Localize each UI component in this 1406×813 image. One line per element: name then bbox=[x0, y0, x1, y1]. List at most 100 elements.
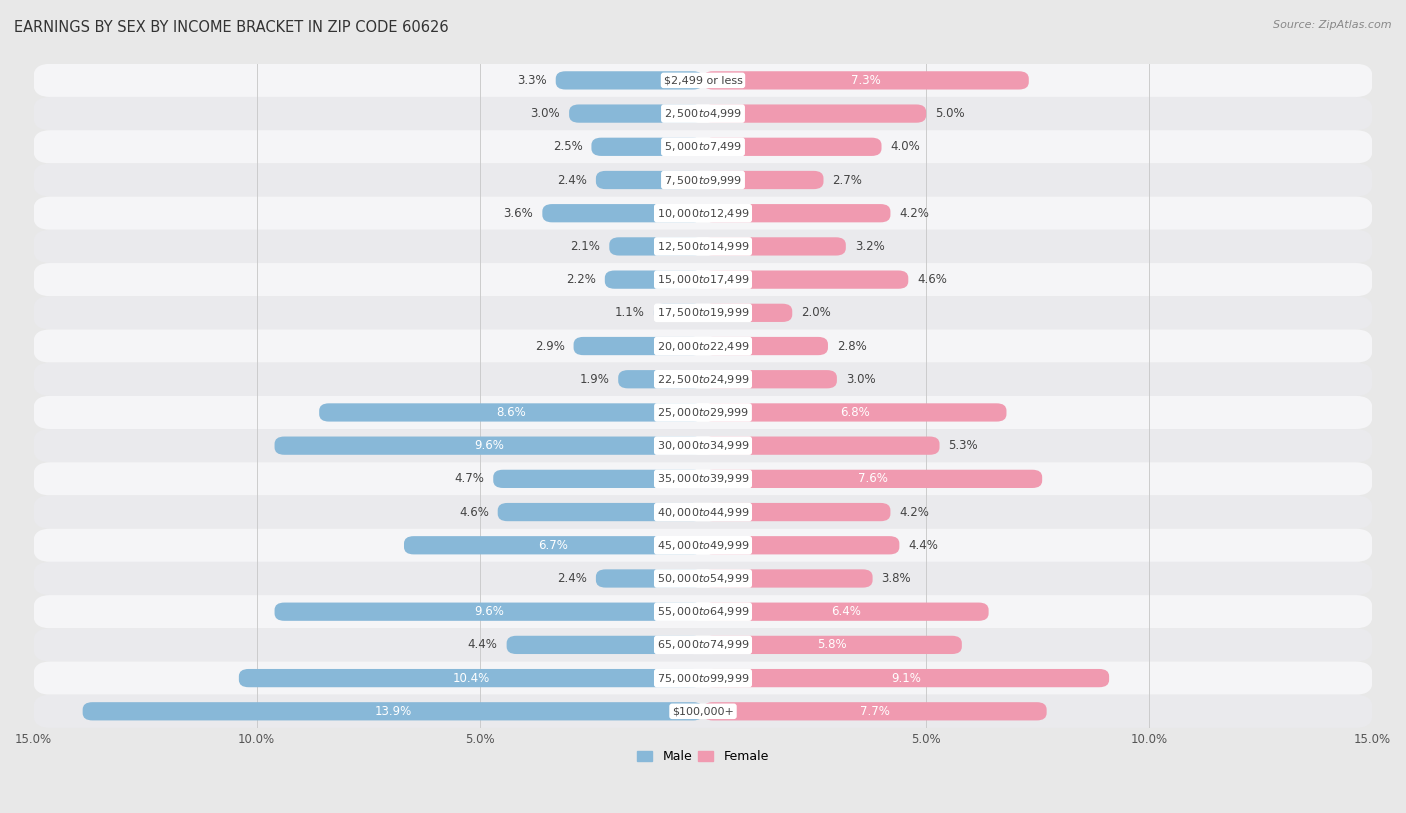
Text: $30,000 to $34,999: $30,000 to $34,999 bbox=[657, 439, 749, 452]
Text: 3.3%: 3.3% bbox=[517, 74, 547, 87]
FancyBboxPatch shape bbox=[543, 204, 703, 222]
FancyBboxPatch shape bbox=[703, 403, 1007, 422]
FancyBboxPatch shape bbox=[703, 437, 939, 454]
FancyBboxPatch shape bbox=[34, 694, 1372, 728]
FancyBboxPatch shape bbox=[34, 595, 1372, 628]
Text: 4.6%: 4.6% bbox=[458, 506, 489, 519]
Text: $50,000 to $54,999: $50,000 to $54,999 bbox=[657, 572, 749, 585]
FancyBboxPatch shape bbox=[506, 636, 703, 654]
FancyBboxPatch shape bbox=[34, 562, 1372, 595]
Text: $25,000 to $29,999: $25,000 to $29,999 bbox=[657, 406, 749, 419]
FancyBboxPatch shape bbox=[654, 304, 703, 322]
Text: $12,500 to $14,999: $12,500 to $14,999 bbox=[657, 240, 749, 253]
Text: 4.7%: 4.7% bbox=[454, 472, 484, 485]
FancyBboxPatch shape bbox=[703, 337, 828, 355]
FancyBboxPatch shape bbox=[703, 72, 1029, 89]
Text: Source: ZipAtlas.com: Source: ZipAtlas.com bbox=[1274, 20, 1392, 30]
FancyBboxPatch shape bbox=[703, 171, 824, 189]
Text: $17,500 to $19,999: $17,500 to $19,999 bbox=[657, 307, 749, 320]
Text: $15,000 to $17,499: $15,000 to $17,499 bbox=[657, 273, 749, 286]
FancyBboxPatch shape bbox=[596, 171, 703, 189]
Text: 2.9%: 2.9% bbox=[534, 340, 565, 353]
Text: 8.6%: 8.6% bbox=[496, 406, 526, 419]
FancyBboxPatch shape bbox=[574, 337, 703, 355]
FancyBboxPatch shape bbox=[703, 470, 1042, 488]
Text: EARNINGS BY SEX BY INCOME BRACKET IN ZIP CODE 60626: EARNINGS BY SEX BY INCOME BRACKET IN ZIP… bbox=[14, 20, 449, 35]
FancyBboxPatch shape bbox=[703, 370, 837, 389]
FancyBboxPatch shape bbox=[274, 437, 703, 454]
FancyBboxPatch shape bbox=[34, 396, 1372, 429]
FancyBboxPatch shape bbox=[34, 429, 1372, 463]
FancyBboxPatch shape bbox=[703, 104, 927, 123]
Text: 4.4%: 4.4% bbox=[468, 638, 498, 651]
FancyBboxPatch shape bbox=[703, 304, 792, 322]
FancyBboxPatch shape bbox=[34, 97, 1372, 130]
Text: $22,500 to $24,999: $22,500 to $24,999 bbox=[657, 372, 749, 385]
Text: 4.2%: 4.2% bbox=[900, 506, 929, 519]
Text: $40,000 to $44,999: $40,000 to $44,999 bbox=[657, 506, 749, 519]
Text: $35,000 to $39,999: $35,000 to $39,999 bbox=[657, 472, 749, 485]
Text: 6.8%: 6.8% bbox=[839, 406, 870, 419]
Text: $45,000 to $49,999: $45,000 to $49,999 bbox=[657, 539, 749, 552]
Text: 2.4%: 2.4% bbox=[557, 572, 586, 585]
Text: 3.6%: 3.6% bbox=[503, 207, 533, 220]
FancyBboxPatch shape bbox=[494, 470, 703, 488]
FancyBboxPatch shape bbox=[703, 669, 1109, 687]
Text: 3.8%: 3.8% bbox=[882, 572, 911, 585]
Text: 4.0%: 4.0% bbox=[890, 141, 920, 154]
Text: $7,500 to $9,999: $7,500 to $9,999 bbox=[664, 173, 742, 186]
Text: 2.0%: 2.0% bbox=[801, 307, 831, 320]
Text: $5,000 to $7,499: $5,000 to $7,499 bbox=[664, 141, 742, 154]
Text: 3.0%: 3.0% bbox=[846, 372, 876, 385]
Text: 5.3%: 5.3% bbox=[949, 439, 979, 452]
FancyBboxPatch shape bbox=[83, 702, 703, 720]
FancyBboxPatch shape bbox=[34, 628, 1372, 662]
FancyBboxPatch shape bbox=[34, 197, 1372, 230]
Text: $20,000 to $22,499: $20,000 to $22,499 bbox=[657, 340, 749, 353]
FancyBboxPatch shape bbox=[34, 495, 1372, 528]
FancyBboxPatch shape bbox=[34, 296, 1372, 329]
Text: 7.7%: 7.7% bbox=[860, 705, 890, 718]
Text: 4.4%: 4.4% bbox=[908, 539, 938, 552]
FancyBboxPatch shape bbox=[703, 536, 900, 554]
Text: 2.1%: 2.1% bbox=[571, 240, 600, 253]
Text: $65,000 to $74,999: $65,000 to $74,999 bbox=[657, 638, 749, 651]
FancyBboxPatch shape bbox=[34, 230, 1372, 263]
FancyBboxPatch shape bbox=[703, 569, 873, 588]
FancyBboxPatch shape bbox=[34, 63, 1372, 97]
Text: 13.9%: 13.9% bbox=[374, 705, 412, 718]
Text: 2.4%: 2.4% bbox=[557, 173, 586, 186]
FancyBboxPatch shape bbox=[703, 271, 908, 289]
FancyBboxPatch shape bbox=[555, 72, 703, 89]
Text: 6.4%: 6.4% bbox=[831, 605, 860, 618]
FancyBboxPatch shape bbox=[319, 403, 703, 422]
Text: 9.6%: 9.6% bbox=[474, 605, 503, 618]
Text: 4.6%: 4.6% bbox=[917, 273, 948, 286]
FancyBboxPatch shape bbox=[239, 669, 703, 687]
FancyBboxPatch shape bbox=[609, 237, 703, 255]
FancyBboxPatch shape bbox=[404, 536, 703, 554]
Text: 7.6%: 7.6% bbox=[858, 472, 887, 485]
FancyBboxPatch shape bbox=[498, 503, 703, 521]
FancyBboxPatch shape bbox=[703, 636, 962, 654]
Text: $2,499 or less: $2,499 or less bbox=[664, 76, 742, 85]
Text: $10,000 to $12,499: $10,000 to $12,499 bbox=[657, 207, 749, 220]
FancyBboxPatch shape bbox=[34, 463, 1372, 495]
FancyBboxPatch shape bbox=[274, 602, 703, 621]
Text: 9.1%: 9.1% bbox=[891, 672, 921, 685]
Text: 2.8%: 2.8% bbox=[837, 340, 866, 353]
Text: 5.8%: 5.8% bbox=[818, 638, 848, 651]
FancyBboxPatch shape bbox=[34, 263, 1372, 296]
Text: 10.4%: 10.4% bbox=[453, 672, 489, 685]
Text: 2.7%: 2.7% bbox=[832, 173, 862, 186]
Text: 2.2%: 2.2% bbox=[567, 273, 596, 286]
FancyBboxPatch shape bbox=[34, 363, 1372, 396]
Text: $100,000+: $100,000+ bbox=[672, 706, 734, 716]
FancyBboxPatch shape bbox=[703, 503, 890, 521]
FancyBboxPatch shape bbox=[34, 163, 1372, 197]
FancyBboxPatch shape bbox=[703, 237, 846, 255]
Text: 3.2%: 3.2% bbox=[855, 240, 884, 253]
Text: 4.2%: 4.2% bbox=[900, 207, 929, 220]
Text: 9.6%: 9.6% bbox=[474, 439, 503, 452]
FancyBboxPatch shape bbox=[569, 104, 703, 123]
